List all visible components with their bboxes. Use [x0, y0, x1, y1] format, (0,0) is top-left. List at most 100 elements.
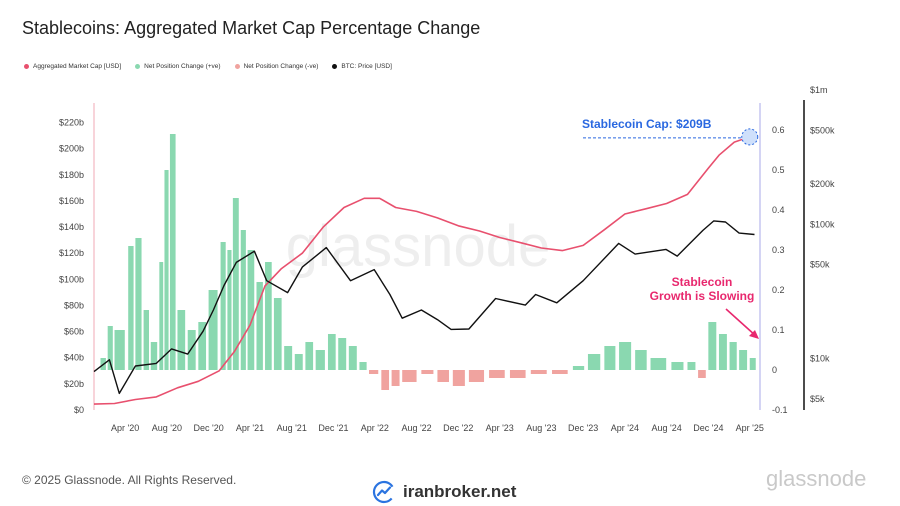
net-position-bar-positive: [208, 290, 218, 370]
glassnode-logo: glassnode: [766, 466, 867, 491]
legend-item-market-cap[interactable]: Aggregated Market Cap [USD]: [24, 63, 121, 70]
net-position-bar-negative: [698, 370, 706, 378]
x-axis-tick-label: Dec '21: [318, 423, 348, 433]
net-position-bar-negative: [509, 370, 526, 378]
net-position-bar-positive: [107, 326, 113, 370]
watermark-text: glassnode: [286, 214, 550, 279]
legend-item-btc-price[interactable]: BTC: Price [USD]: [332, 63, 392, 70]
net-position-bar-positive: [143, 310, 149, 370]
mid-axis-tick-label: 0.1: [772, 325, 785, 335]
net-position-bar-negative: [421, 370, 434, 374]
net-position-bar-negative: [369, 370, 379, 374]
right-axis-tick-label: $200k: [810, 179, 835, 189]
legend-dot-btc-price: [332, 64, 338, 69]
mid-axis-tick-label: 0.6: [772, 125, 785, 135]
right-axis-tick-label: $50k: [810, 260, 830, 270]
legend-dot-positive-change: [135, 64, 141, 69]
right-axis-tick-label: $1m: [810, 85, 828, 95]
net-position-bar-positive: [232, 198, 239, 370]
cap-marker-circle: [741, 128, 759, 146]
net-position-bar-positive: [348, 346, 357, 370]
page-title: Stablecoins: Aggregated Market Cap Perce…: [22, 18, 481, 38]
net-position-bar-positive: [572, 366, 585, 370]
cap-annotation: Stablecoin Cap: $209B: [582, 117, 712, 131]
net-position-bar-positive: [150, 342, 158, 370]
legend-dot-market-cap: [24, 64, 29, 69]
btc-price-line: [93, 220, 755, 395]
left-axis-tick-label: $60b: [64, 327, 84, 337]
left-axis-tick-label: $20b: [64, 379, 84, 389]
left-axis-tick-label: $40b: [64, 353, 84, 363]
left-axis-tick-label: $200b: [59, 144, 84, 154]
x-axis-tick-label: Apr '20: [111, 423, 139, 433]
net-position-bar-positive: [227, 250, 232, 370]
x-axis-tick-label: Apr '21: [236, 423, 264, 433]
left-axis-tick-label: $140b: [59, 222, 84, 232]
legend-label-positive-change: Net Position Change (+ve): [144, 63, 221, 70]
legend-label-market-cap: Aggregated Market Cap [USD]: [33, 63, 122, 70]
brand-logo-icon: [372, 480, 396, 504]
net-position-bar-positive: [718, 334, 727, 370]
net-position-bar-positive: [128, 246, 134, 370]
net-position-bar-positive: [159, 262, 164, 370]
x-axis-tick-label: Aug '20: [152, 423, 182, 433]
x-axis-tick-label: Apr '25: [736, 423, 764, 433]
net-position-bar-positive: [240, 230, 246, 370]
left-axis-tick-label: $80b: [64, 300, 84, 310]
x-axis-tick-label: Apr '24: [611, 423, 639, 433]
legend-label-btc-price: BTC: Price [USD]: [341, 63, 392, 70]
net-position-bar-positive: [114, 330, 125, 370]
x-axis-tick-label: Dec '20: [193, 423, 223, 433]
net-position-bar-positive: [327, 334, 336, 370]
net-position-bar-positive: [247, 250, 255, 370]
mid-axis-tick-label: 0.2: [772, 285, 785, 295]
net-position-bar-negative: [381, 370, 390, 390]
mid-axis-tick-label: 0.4: [772, 205, 785, 215]
chart-canvas: glassnode $0 $20b $40b $60b $80b $100b $120b $1…: [59, 85, 835, 433]
mid-axis-tick-label: 0.5: [772, 165, 785, 175]
net-position-bar-negative: [437, 370, 449, 382]
net-position-bar-positive: [650, 358, 667, 370]
x-axis-tick-label: Aug '23: [526, 423, 556, 433]
right-axis-tick-label: $5k: [810, 394, 825, 404]
net-position-bar-positive: [359, 362, 367, 370]
net-position-bar-positive: [587, 354, 601, 370]
net-position-bar-positive: [671, 362, 684, 370]
legend-item-positive-change[interactable]: Net Position Change (+ve): [135, 63, 221, 70]
net-position-bar-negative: [530, 370, 547, 374]
right-axis-tick-label: $100k: [810, 219, 835, 229]
x-axis-tick-label: Dec '22: [443, 423, 473, 433]
mid-axis-tick-label: 0.3: [772, 245, 785, 255]
net-position-bar-negative: [489, 370, 505, 378]
x-axis-tick-label: Dec '23: [568, 423, 598, 433]
net-position-bar-positive: [619, 342, 632, 370]
net-position-bar-negative: [391, 370, 400, 386]
net-position-bar-negative: [402, 370, 417, 382]
net-position-bar-positive: [305, 342, 314, 370]
net-position-bar-positive: [187, 330, 196, 370]
net-position-bar-positive: [635, 350, 647, 370]
net-position-bar-positive: [256, 282, 263, 370]
net-position-bar-negative: [552, 370, 568, 374]
copyright-text: © 2025 Glassnode. All Rights Reserved.: [22, 473, 237, 487]
left-axis-tick-label: $220b: [59, 118, 84, 128]
net-position-bar-positive: [284, 346, 293, 370]
left-axis-tick-label: $100b: [59, 274, 84, 284]
net-position-bar-positive: [164, 170, 169, 370]
left-axis-tick-label: $160b: [59, 196, 84, 206]
mid-axis-tick-label: -0.1: [772, 405, 788, 415]
net-position-bar-positive: [273, 298, 282, 370]
net-position-bar-negative: [452, 370, 465, 386]
left-axis-tick-label: $0: [74, 405, 84, 415]
brand-mark: iranbroker.net: [372, 480, 516, 504]
growth-arrow-line: [725, 308, 757, 337]
net-position-bar-positive: [687, 362, 696, 370]
net-position-bar-positive: [338, 338, 347, 370]
right-axis-tick-label: $500k: [810, 125, 835, 135]
net-position-bar-positive: [739, 350, 748, 370]
left-axis-tick-label: $180b: [59, 170, 84, 180]
net-position-bar-positive: [220, 242, 226, 370]
mid-axis-tick-label: 0: [772, 365, 777, 375]
legend-item-negative-change[interactable]: Net Position Change (-ve): [234, 63, 318, 70]
x-axis-tick-label: Aug '22: [401, 423, 431, 433]
